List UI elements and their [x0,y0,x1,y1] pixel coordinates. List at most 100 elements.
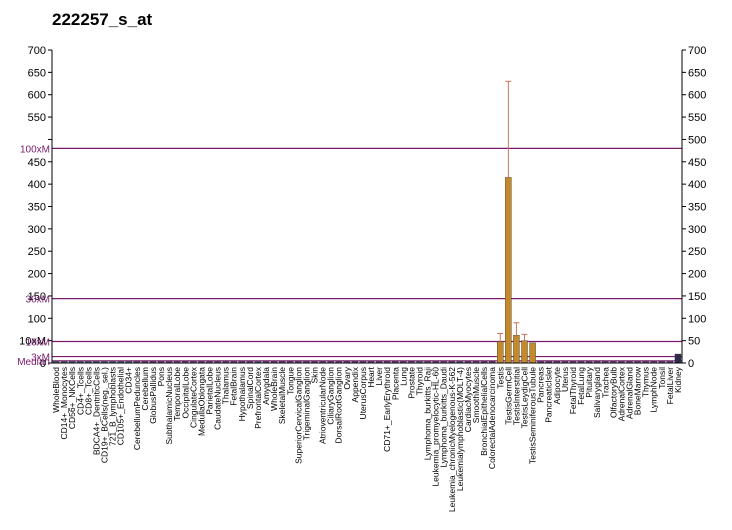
category-label: Tongue [285,367,295,395]
left-tick-label: 400 [28,179,46,191]
category-label: Lymphoma_burkitts_Raji [423,367,433,460]
category-label: WholeBrain [269,367,279,411]
category-label: SkeletalMuscle [277,367,287,424]
category-label: Pancreas [536,367,546,403]
left-tick-label: 700 [28,45,46,57]
right-tick-label: 550 [688,112,706,124]
left-tick-label: 200 [28,269,46,281]
left-tick-label: 550 [28,112,46,124]
right-tick-label: 500 [688,134,706,146]
left-tick-label: 600 [28,90,46,102]
category-label: Thyroid [415,367,425,396]
bar [529,342,536,364]
category-label: Heart [366,366,376,387]
category-label: BronchialEpithelialCells [479,367,489,456]
category-label: SubthalamicNucleus [164,367,174,444]
category-label: Tonsil [657,367,667,389]
right-tick-label: 650 [688,67,706,79]
category-label: Testis [495,367,505,389]
category-label: Placenta [390,367,400,400]
category-label: Amygdala [261,367,271,405]
category-label: CD4+_Tcells [75,367,85,415]
category-label: Pituitary [584,366,594,397]
category-label: TestisSeminiferousTubule [528,367,538,464]
category-label: Lung [398,367,408,386]
reference-label: 10xM [26,338,50,349]
category-label: Thymus [641,367,651,397]
right-tick-label: 150 [688,291,706,303]
category-label: Uterus [560,367,570,392]
right-tick-label: 250 [688,246,706,258]
category-label: Leukemialymphoblastic(MOLT-4) [455,367,465,491]
axes-group [51,50,683,364]
category-label: TestisGermCell [503,367,513,425]
reference-label: 3xM [31,353,50,364]
right-tick-label: 50 [688,336,700,348]
category-label: CD14+_Monocytes [59,367,69,440]
category-label: WholeBlood [51,367,61,413]
category-label: SpinalCord [245,367,255,409]
category-label: FetalLiver [665,367,675,404]
reference-label: 30xM [26,295,50,306]
right-tick-label: 100 [688,313,706,325]
left-tick-label: 250 [28,246,46,258]
category-label: CD56+_NKCells [67,367,77,429]
right-tick-label: 700 [688,45,706,57]
category-label: BDCA4+_DentriticCells [91,367,101,455]
category-label: Skin [310,367,320,384]
left-tick-label: 300 [28,224,46,236]
bar [674,353,682,364]
category-label: Liver [374,367,384,386]
category-label: ParietalLobe [205,367,215,415]
category-label: CingulateCortex [188,366,198,428]
category-label: AdrenalCortex [616,366,626,421]
category-label: FetalThyroid [568,367,578,415]
category-label: UterusCorpus [358,367,368,419]
reference-label: 100xM [20,144,50,155]
category-label: Kidney [673,366,683,393]
category-label: AdrenalGland [625,367,635,419]
category-label: OlfactoryBulb [608,367,618,418]
category-label: Salivarygland [592,367,602,418]
category-label: Thalamus [221,367,231,404]
left-tick-label: 100 [28,313,46,325]
reference-label: Median [17,357,50,368]
bar [497,341,504,364]
category-label: CD19+_BCells(neg._sel.) [100,367,110,463]
category-label: 721_B_lymphoblasts [108,367,118,446]
right-tick-label: 350 [688,202,706,214]
category-label: Cerebellum [140,367,150,410]
category-label: LymphNode [649,367,659,413]
bars-group [52,177,682,364]
category-label: CD34+ [124,367,134,394]
category-label: Leukemia_promyelocytic-HL-60 [431,367,441,487]
category-label: SmoothMuscle [471,367,481,423]
category-label: Trachea [600,367,610,398]
left-axis-ticks: 0 10xM 100 150 200 250 300 350 400 450 550 600 650 70… [19,45,52,370]
left-tick-label: 650 [28,67,46,79]
category-label: Lymphoma_burkitts_Daudi [439,367,449,468]
category-label: Hypothalamus [237,367,247,421]
category-label: FetalBrain [229,367,239,406]
category-label: FetalLung [576,367,586,405]
category-label: TestisInterstitial [511,367,521,425]
right-tick-label: 400 [688,179,706,191]
left-tick-label: 350 [28,202,46,214]
category-label: MedullaOblongata [196,367,206,436]
category-label: Appendix [350,366,360,402]
category-label: PancreaticIslet [544,366,554,422]
left-tick-label: 10xM [19,336,46,348]
category-label: Prostate [406,367,416,399]
bar [513,335,520,364]
category-label: GlobusPallidus [148,367,158,424]
right-tick-label: 450 [688,157,706,169]
right-axis-ticks: 0 50 100 150 200 250 300 350 400 450 500 550 600 650 7… [682,45,706,370]
category-label: TemporalLobe [172,367,182,421]
category-label: TestisLeydigCell [520,367,530,429]
bar [505,177,512,364]
category-label: CiliaryGanglion [326,367,336,425]
category-label: ColorectalAdenocarcinoma [487,367,497,469]
category-label: Adipocyte [552,367,562,405]
